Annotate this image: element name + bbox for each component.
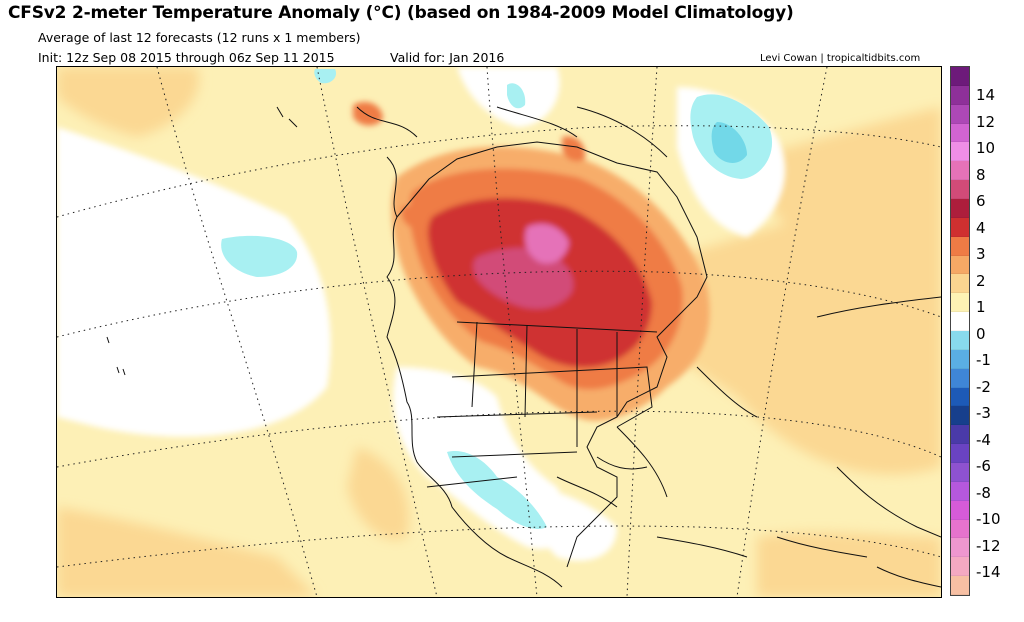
colorbar-swatch [951, 123, 969, 143]
colorbar-swatch [951, 255, 969, 275]
colorbar-swatch [951, 180, 969, 200]
valid-time: Valid for: Jan 2016 [390, 50, 505, 65]
colorbar-swatch [951, 425, 969, 445]
colorbar-swatch [951, 331, 969, 350]
colorbar-label: -12 [976, 536, 1001, 555]
credit: Levi Cowan | tropicaltidbits.com [760, 53, 921, 64]
graticule [57, 67, 941, 597]
anomaly-warm-broad [57, 67, 941, 597]
colorbar-swatch [951, 104, 969, 124]
colorbar-swatch [951, 557, 969, 577]
anomaly-map [56, 66, 942, 598]
colorbar-swatch [951, 387, 969, 407]
colorbar-label: -1 [976, 351, 991, 369]
colorbar-swatch [951, 274, 969, 294]
colorbar-swatch [951, 293, 969, 313]
colorbar-label: 1 [976, 298, 986, 316]
chart-title: CFSv2 2-meter Temperature Anomaly (°C) (… [8, 3, 794, 23]
colorbar-label: -4 [976, 430, 991, 449]
map-canvas [57, 67, 941, 597]
colorbar-swatch [951, 576, 969, 596]
colorbar-swatch [951, 481, 969, 501]
colorbar-label: 0 [976, 324, 986, 343]
colorbar-label: -3 [976, 404, 991, 422]
coastlines [106, 106, 941, 588]
colorbar-label: 14 [976, 86, 996, 104]
colorbar-label: -2 [976, 377, 991, 396]
colorbar-swatch [951, 161, 969, 181]
colorbar-label: -10 [976, 510, 1001, 528]
colorbar-swatch [951, 85, 969, 105]
colorbar-label: -8 [976, 483, 991, 502]
colorbar-swatch [951, 67, 969, 86]
colorbar-swatch [951, 312, 969, 332]
colorbar-swatch [951, 519, 969, 539]
colorbar [950, 66, 970, 596]
colorbar-swatch [951, 444, 969, 464]
colorbar-swatch [951, 406, 969, 426]
colorbar-label: -14 [976, 563, 1001, 581]
colorbar-label: 6 [976, 192, 986, 210]
colorbar-swatch [951, 368, 969, 388]
colorbar-swatch [951, 236, 969, 256]
colorbar-swatch [951, 538, 969, 558]
colorbar-label: 2 [976, 271, 986, 290]
anomaly-warm-core [353, 101, 710, 421]
colorbar-swatch [951, 500, 969, 520]
colorbar-label: 12 [976, 112, 996, 131]
colorbar-label: 4 [976, 218, 986, 237]
colorbar-swatch [951, 217, 969, 237]
colorbar-label: 3 [976, 245, 986, 263]
colorbar-swatch [951, 463, 969, 482]
colorbar-label: -6 [976, 457, 991, 475]
colorbar-labels: 14 12 10 8 6 4 3 2 1 0 -1 -2 -3 -4 -6 -8 -10 -12 -14 [976, 66, 1024, 596]
anomaly-cool [221, 69, 773, 529]
chart-subtitle: Average of last 12 forecasts (12 runs x … [38, 30, 361, 45]
colorbar-label: 8 [976, 165, 986, 184]
colorbar-label: 10 [976, 139, 996, 157]
colorbar-swatch [951, 142, 969, 162]
colorbar-swatch [951, 199, 969, 218]
init-time: Init: 12z Sep 08 2015 through 06z Sep 11… [38, 50, 335, 65]
colorbar-swatch [951, 349, 969, 369]
